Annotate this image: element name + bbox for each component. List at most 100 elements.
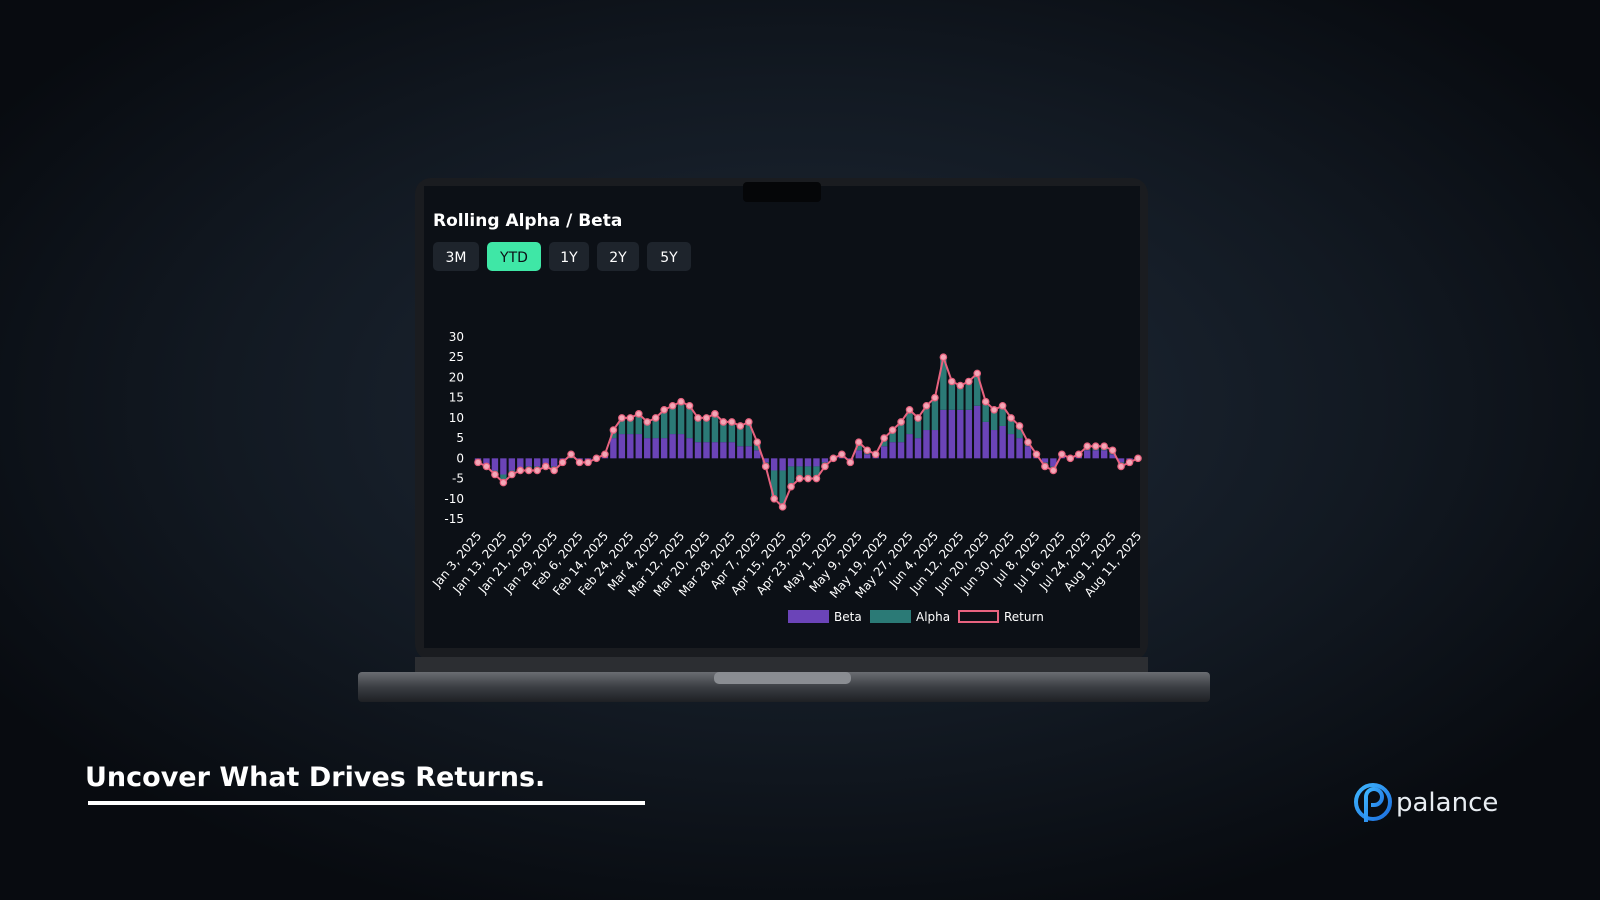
return-point bbox=[1041, 462, 1049, 471]
bar bbox=[762, 458, 769, 463]
bar bbox=[677, 401, 685, 435]
range-button[interactable]: 2Y bbox=[597, 242, 639, 271]
bar bbox=[525, 458, 532, 467]
return-point bbox=[804, 474, 812, 483]
bar bbox=[855, 450, 862, 459]
bar bbox=[711, 442, 719, 459]
return-point bbox=[1066, 454, 1075, 463]
return-point bbox=[778, 503, 787, 511]
return-point bbox=[677, 397, 685, 406]
bar bbox=[1041, 458, 1049, 463]
bar bbox=[737, 425, 744, 447]
legend-label: Alpha bbox=[916, 610, 950, 624]
return-point bbox=[618, 414, 626, 422]
laptop-lip bbox=[714, 672, 851, 684]
return-point bbox=[499, 478, 508, 487]
bar bbox=[957, 385, 964, 410]
bar bbox=[660, 438, 668, 459]
return-point bbox=[1125, 458, 1134, 467]
bar bbox=[500, 458, 507, 475]
bar bbox=[948, 381, 956, 410]
bar bbox=[982, 401, 989, 422]
bar bbox=[542, 458, 549, 467]
bar bbox=[889, 430, 896, 443]
return-point bbox=[914, 414, 922, 422]
bar bbox=[796, 458, 803, 467]
return-point bbox=[1091, 442, 1100, 451]
legend-swatch bbox=[870, 610, 911, 623]
return-point bbox=[863, 446, 872, 455]
legend-item: Alpha bbox=[870, 610, 950, 624]
return-point bbox=[711, 410, 719, 418]
bar bbox=[813, 466, 820, 479]
return-point bbox=[702, 414, 711, 422]
return-point bbox=[998, 401, 1007, 410]
return-point bbox=[609, 426, 618, 434]
bar bbox=[999, 405, 1006, 426]
return-point bbox=[643, 418, 652, 426]
bar bbox=[796, 466, 803, 479]
bar bbox=[745, 421, 752, 447]
return-point bbox=[1108, 446, 1117, 455]
return-point bbox=[931, 393, 939, 402]
bar bbox=[754, 442, 761, 451]
y-tick-label: -15 bbox=[444, 512, 464, 526]
return-point bbox=[541, 462, 550, 471]
button-bg bbox=[597, 242, 639, 271]
return-point bbox=[770, 494, 778, 503]
legend-label: Beta bbox=[834, 610, 862, 624]
range-button[interactable]: YTD bbox=[487, 242, 541, 271]
bar bbox=[931, 397, 939, 431]
button-label: 2Y bbox=[609, 250, 627, 266]
bar bbox=[990, 409, 998, 431]
return-point bbox=[1074, 450, 1083, 459]
range-buttons: 3M YTD 1Y 2Y 5Y bbox=[433, 242, 691, 271]
bar bbox=[660, 409, 668, 439]
bar bbox=[1092, 450, 1099, 459]
bar bbox=[1016, 425, 1023, 439]
return-point bbox=[1015, 422, 1024, 430]
return-point bbox=[795, 474, 804, 483]
bar bbox=[652, 438, 659, 459]
return-point bbox=[474, 458, 482, 467]
range-button[interactable]: 1Y bbox=[549, 242, 589, 271]
legend-swatch bbox=[958, 610, 999, 623]
return-point bbox=[694, 414, 702, 422]
tagline-underline bbox=[88, 801, 645, 805]
bar bbox=[652, 417, 659, 439]
return-point bbox=[880, 434, 888, 442]
bar bbox=[813, 458, 820, 467]
button-bg bbox=[549, 242, 589, 271]
legend-swatch bbox=[788, 610, 829, 623]
bar bbox=[787, 466, 795, 487]
bar bbox=[999, 425, 1006, 459]
bar bbox=[821, 458, 829, 463]
return-point bbox=[651, 414, 660, 422]
y-tick-label: 5 bbox=[456, 431, 464, 445]
brand-logo: palance bbox=[1354, 783, 1498, 822]
return-point bbox=[939, 353, 948, 362]
button-bg bbox=[647, 242, 691, 271]
return-point bbox=[838, 450, 846, 459]
return-point bbox=[973, 369, 982, 378]
bar bbox=[483, 458, 490, 467]
bar bbox=[677, 434, 685, 459]
bar bbox=[770, 458, 778, 471]
bar bbox=[906, 434, 913, 459]
tagline: Uncover What Drives Returns. bbox=[85, 762, 545, 793]
button-label: YTD bbox=[499, 250, 528, 266]
range-button[interactable]: 5Y bbox=[647, 242, 691, 271]
return-point bbox=[736, 422, 745, 430]
return-point bbox=[964, 377, 973, 386]
return-point bbox=[1024, 438, 1032, 446]
bar bbox=[880, 438, 888, 447]
bar bbox=[923, 405, 930, 431]
brand-name: palance bbox=[1396, 788, 1498, 818]
bar bbox=[745, 446, 752, 459]
return-point bbox=[575, 458, 584, 467]
bar bbox=[880, 446, 888, 459]
range-button[interactable]: 3M bbox=[433, 242, 479, 271]
return-point bbox=[1134, 454, 1142, 463]
bar bbox=[1016, 438, 1023, 459]
bar bbox=[940, 357, 947, 410]
